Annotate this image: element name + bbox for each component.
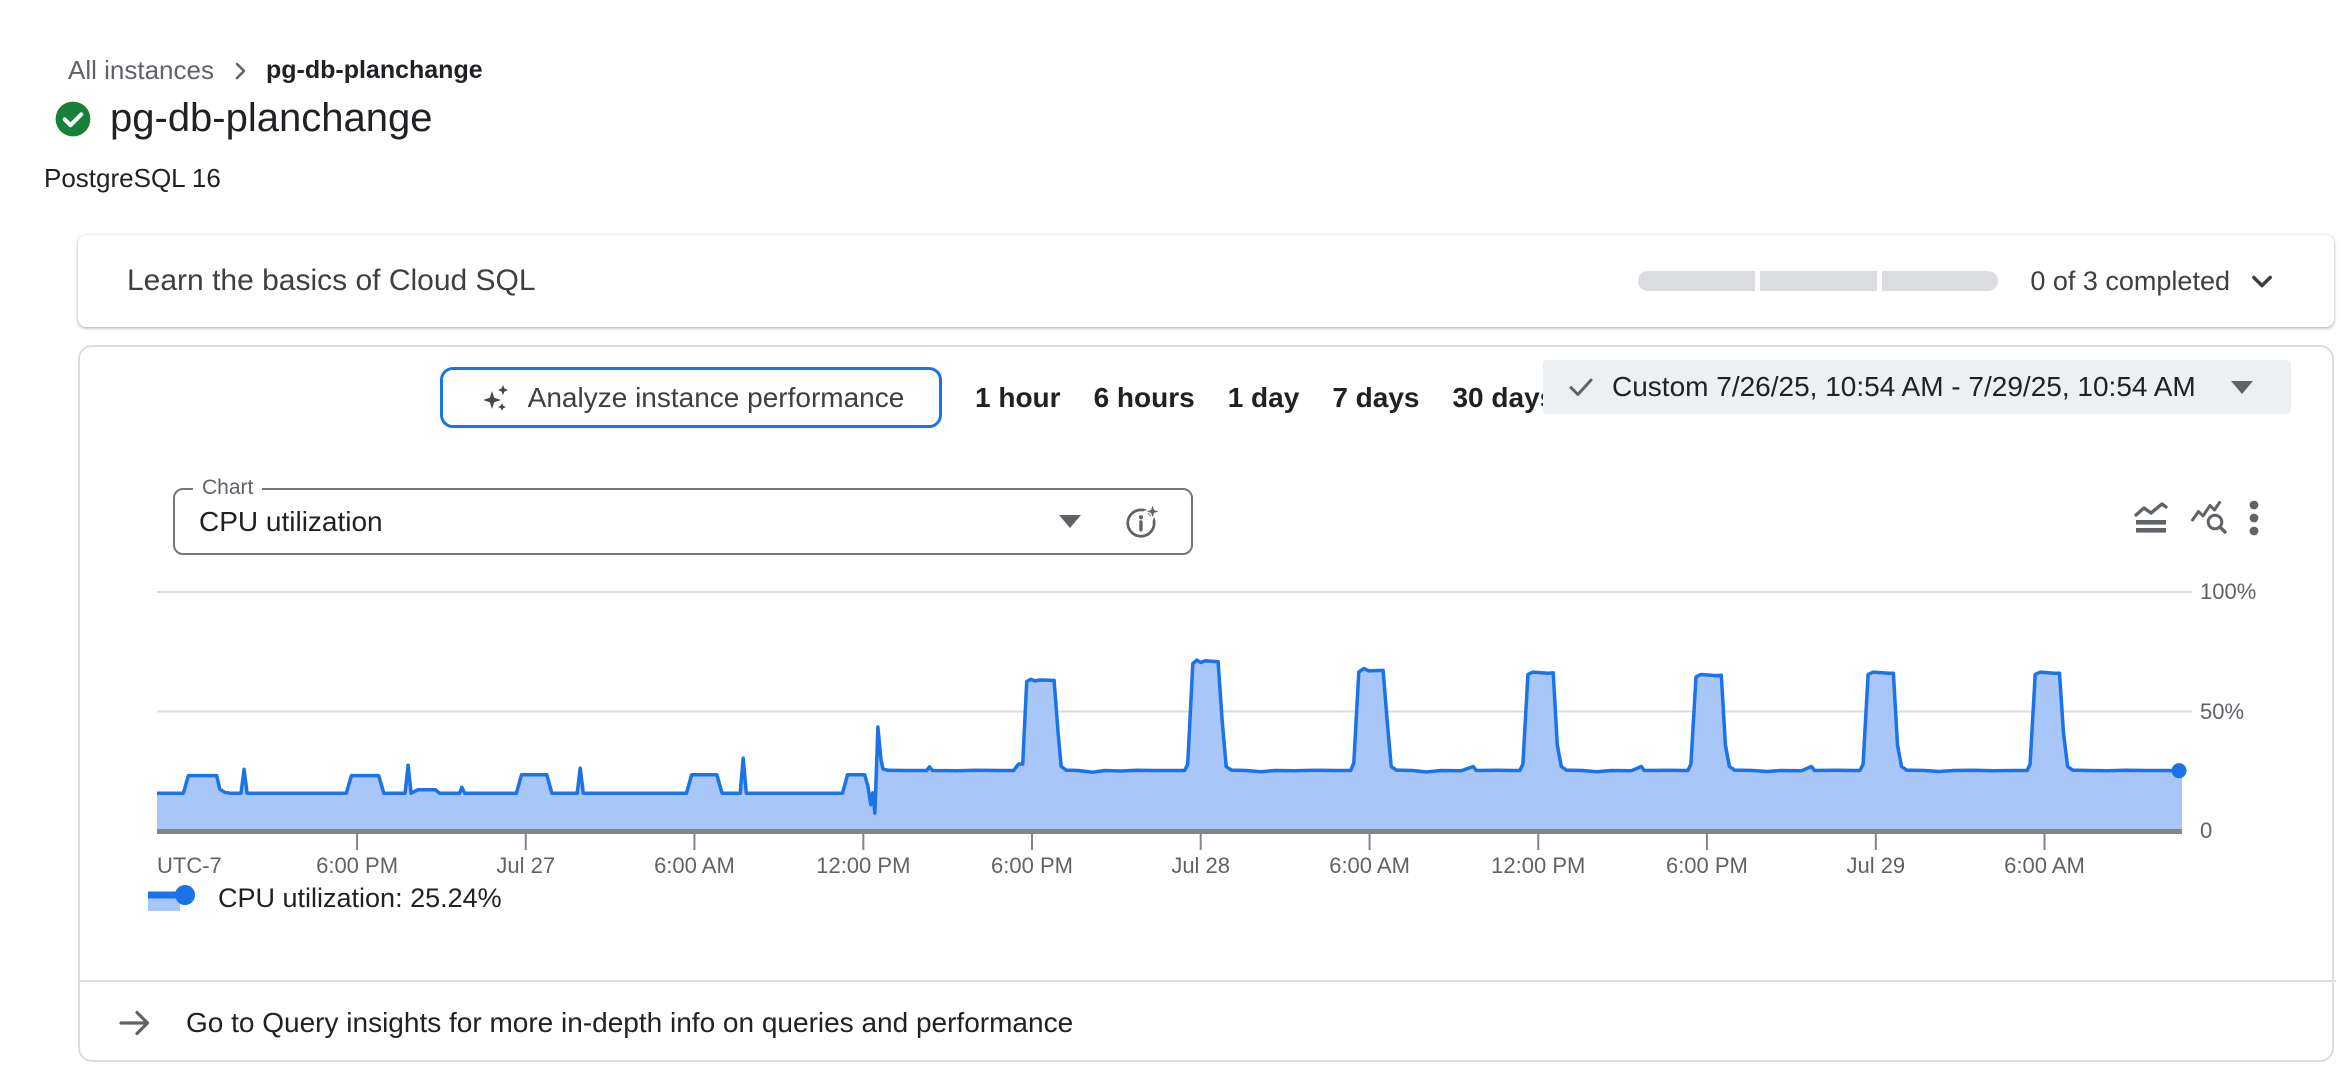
x-axis-tick-label: 12:00 PM <box>1491 853 1586 878</box>
custom-range-label: Custom 7/26/25, 10:54 AM - 7/29/25, 10:5… <box>1612 371 2196 402</box>
custom-range-chip[interactable]: Custom 7/26/25, 10:54 AM - 7/29/25, 10:5… <box>1543 360 2291 414</box>
analyze-instance-performance-button[interactable]: Analyze instance performance <box>440 367 942 428</box>
card-divider <box>80 980 2336 982</box>
x-axis-tick-label: 6:00 AM <box>2004 853 2085 878</box>
chart-legend: CPU utilization: 25.24% <box>146 883 502 914</box>
range-30-days[interactable]: 30 days <box>1452 381 1556 413</box>
range-7-days[interactable]: 7 days <box>1332 381 1420 413</box>
instance-header: pg-db-planchange <box>54 96 432 141</box>
learn-progress-label: 0 of 3 completed <box>2030 265 2230 296</box>
x-axis-tick-label: 6:00 AM <box>654 853 735 878</box>
chart-metric-select[interactable]: Chart CPU utilization <box>173 476 1193 555</box>
progress-segment <box>1760 271 1877 291</box>
legend-label: CPU utilization: 25.24% <box>218 883 502 913</box>
chart-select-field-label: Chart <box>193 476 263 500</box>
query-stats-button[interactable] <box>2190 499 2228 537</box>
breadcrumb-all-instances[interactable]: All instances <box>68 55 214 85</box>
series-swatch-icon <box>148 884 195 911</box>
x-axis-tick-label: Jul 29 <box>1846 853 1906 878</box>
cpu-utilization-chart <box>157 591 2192 850</box>
range-6-hours[interactable]: 6 hours <box>1093 381 1195 413</box>
x-axis-tick-label: 6:00 PM <box>991 853 1073 878</box>
page-title: pg-db-planchange <box>110 96 433 140</box>
progress-segment <box>1638 271 1756 291</box>
arrow-right-icon <box>119 1010 150 1036</box>
y-axis-tick-label: 100% <box>2200 579 2257 604</box>
x-axis-tick-label: 6:00 PM <box>1665 853 1748 878</box>
query-insights-link-label: Go to Query insights for more in-depth i… <box>186 1007 1074 1038</box>
time-range-options: 1 hour 6 hours 1 day 7 days 30 days <box>975 367 1555 428</box>
chart-select-value: CPU utilization <box>199 505 383 537</box>
analyze-button-label: Analyze instance performance <box>527 381 905 413</box>
y-axis-tick-label: 50% <box>2200 698 2245 724</box>
learn-card-title: Learn the basics of Cloud SQL <box>127 264 536 297</box>
x-axis-tick-label: 12:00 PM <box>816 853 911 878</box>
instance-version: PostgreSQL 16 <box>44 163 221 193</box>
learn-card: Learn the basics of Cloud SQL 0 of 3 com… <box>78 235 2334 327</box>
instance-status-ok-icon <box>55 101 91 136</box>
query-stats-icon <box>2191 501 2227 534</box>
range-1-day[interactable]: 1 day <box>1227 381 1300 413</box>
chart-action-icons <box>2132 499 2260 537</box>
x-axis-tick-label: 6:00 AM <box>1329 853 1410 878</box>
x-axis-utc-label: UTC-7 <box>157 853 222 878</box>
chart-card: Analyze instance performance 1 hour 6 ho… <box>78 345 2336 1062</box>
check-icon <box>1569 378 1593 396</box>
x-axis-tick-label: 6:00 PM <box>316 853 399 878</box>
x-axis-tick-label: Jul 27 <box>496 853 556 878</box>
query-insights-link[interactable]: Go to Query insights for more in-depth i… <box>114 1003 1073 1043</box>
breadcrumb-chevron-icon <box>235 62 246 79</box>
area-chart-icon <box>2134 502 2168 533</box>
chart-more-options-button[interactable] <box>2248 500 2260 536</box>
x-axis-tick-label: Jul 28 <box>1171 853 1231 878</box>
learn-progress-bar <box>1638 271 1999 291</box>
dropdown-arrow-icon <box>2231 380 2253 394</box>
area-chart-toggle-button[interactable] <box>2132 500 2170 536</box>
chevron-down-icon <box>2252 275 2272 288</box>
learn-expand-button[interactable] <box>2248 267 2276 295</box>
progress-segment <box>1881 271 1999 291</box>
y-axis-tick-label: 0 <box>2200 818 2213 843</box>
select-dropdown-arrow-icon[interactable] <box>1059 515 1081 528</box>
breadcrumb: All instances pg-db-planchange <box>68 55 483 86</box>
info-sparkle-icon[interactable] <box>1123 502 1161 541</box>
gemini-sparkle-icon <box>482 384 508 411</box>
three-dot-menu-icon <box>2249 500 2259 536</box>
breadcrumb-current: pg-db-planchange <box>265 56 483 84</box>
range-1-hour[interactable]: 1 hour <box>975 381 1061 413</box>
